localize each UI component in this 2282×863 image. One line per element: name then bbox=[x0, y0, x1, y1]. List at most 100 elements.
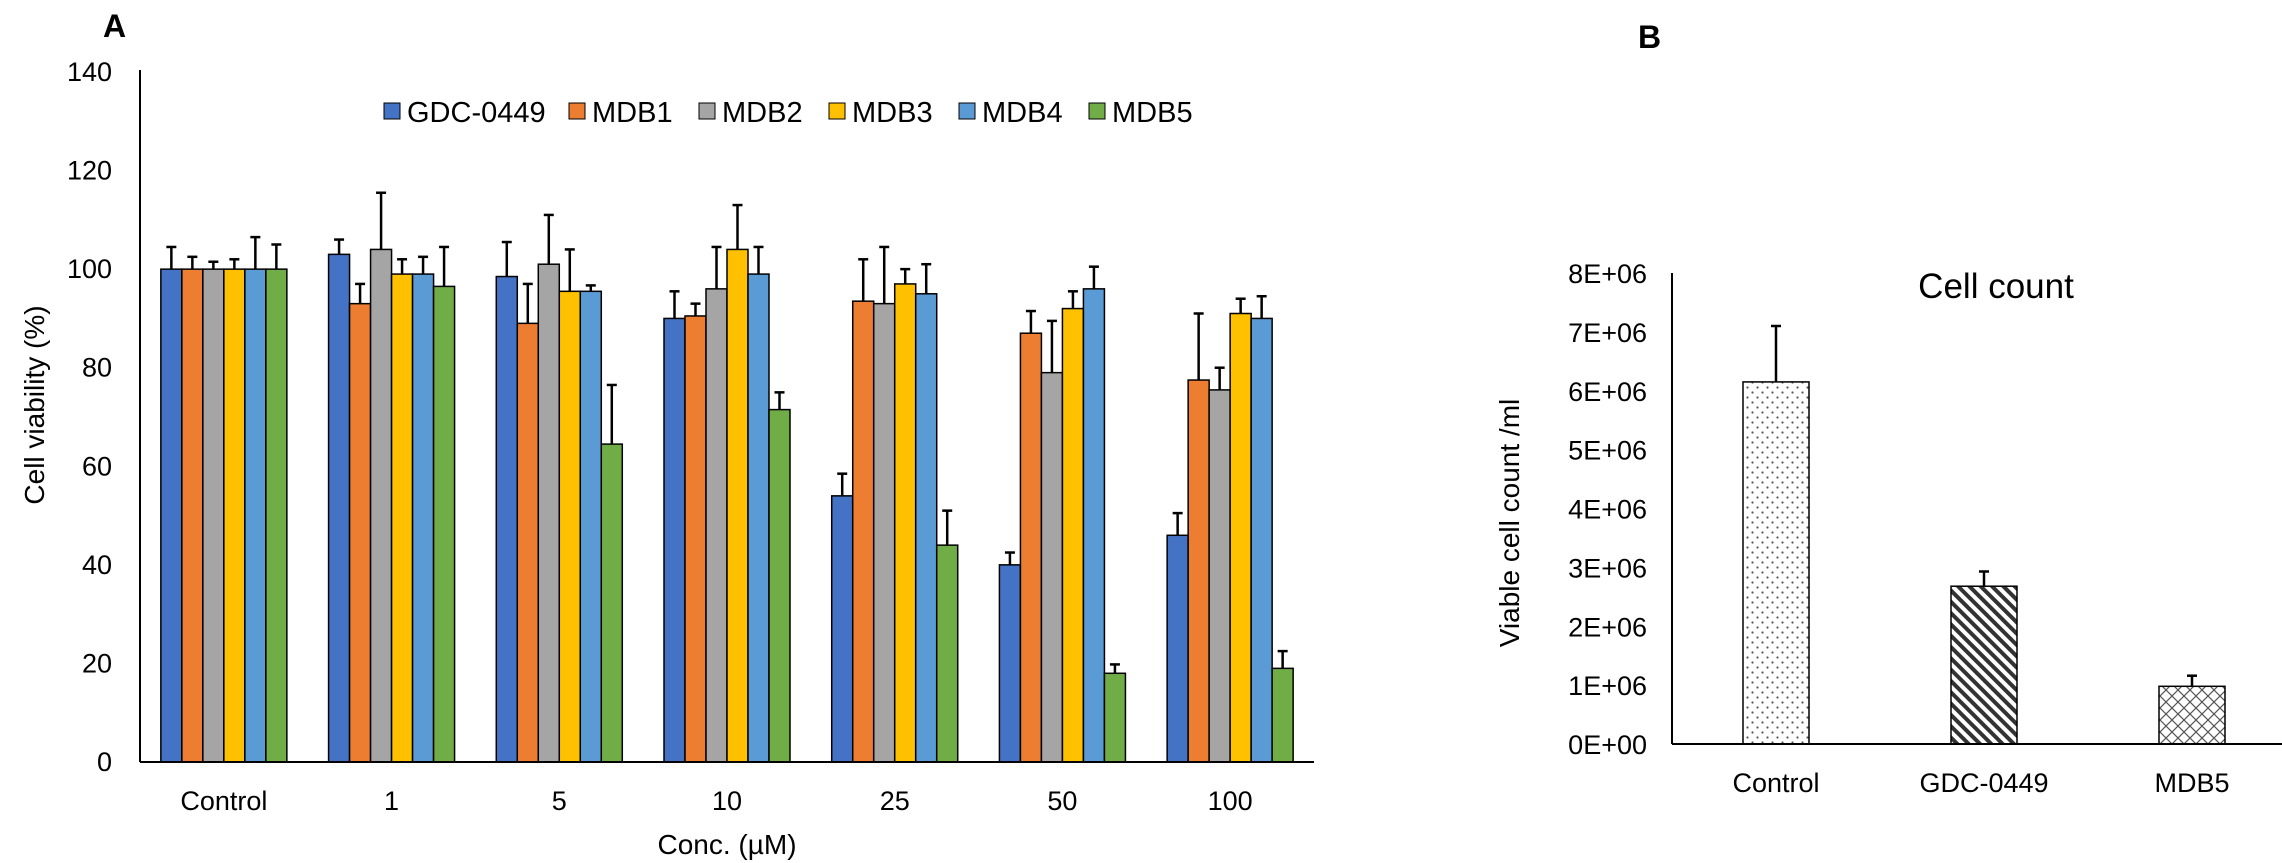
bar bbox=[1082, 288, 1106, 763]
bar bbox=[1742, 381, 1810, 745]
bar bbox=[998, 564, 1022, 763]
error-bar bbox=[229, 258, 240, 270]
bar-series-group bbox=[160, 191, 1294, 763]
y-tick-label: 120 bbox=[67, 156, 112, 186]
error-bar bbox=[1172, 511, 1183, 536]
y-axis-ticks: 0 20 40 60 80 100 120 140 bbox=[67, 57, 112, 777]
panel-a-label: A bbox=[103, 8, 126, 44]
error-bar bbox=[1088, 265, 1099, 289]
bar bbox=[244, 268, 267, 763]
y-axis-ticks: 0E+00 1E+06 2E+06 3E+06 4E+06 5E+06 6E+06 7E+06… bbox=[1568, 259, 1647, 760]
bar-with-error bbox=[2158, 674, 2226, 745]
legend-label: MDB2 bbox=[722, 97, 803, 129]
error-bar bbox=[543, 213, 554, 265]
bar bbox=[537, 263, 561, 763]
error-bar bbox=[1771, 324, 1781, 382]
error-bar bbox=[1256, 295, 1267, 319]
legend-item: MDB4 bbox=[958, 97, 1063, 129]
x-tick-label: 1 bbox=[384, 786, 399, 816]
bar bbox=[516, 322, 540, 763]
x-axis-title: Conc. (µM) bbox=[657, 829, 796, 860]
error-bar bbox=[564, 248, 575, 292]
bar bbox=[663, 317, 686, 763]
x-tick-label: GDC-0449 bbox=[1919, 768, 2048, 798]
error-bar bbox=[271, 243, 282, 270]
legend-label: MDB4 bbox=[982, 97, 1063, 129]
error-bar bbox=[585, 284, 596, 292]
bar bbox=[411, 273, 435, 763]
error-bar bbox=[669, 290, 680, 319]
error-bar bbox=[942, 509, 953, 546]
legend-label: MDB1 bbox=[592, 97, 673, 129]
bar-series bbox=[202, 191, 1231, 763]
bar-group bbox=[1742, 324, 2226, 745]
legend-item: GDC-0449 bbox=[383, 97, 546, 129]
y-tick-label: 0E+00 bbox=[1568, 730, 1647, 760]
y-tick-label: 8E+06 bbox=[1568, 259, 1647, 289]
legend-swatch bbox=[1088, 102, 1106, 120]
bar bbox=[830, 495, 854, 763]
error-bar bbox=[774, 391, 785, 410]
error-bar bbox=[879, 245, 890, 304]
error-bar bbox=[606, 383, 617, 445]
bar bbox=[935, 544, 959, 763]
error-bar bbox=[1067, 290, 1078, 309]
y-tick-label: 7E+06 bbox=[1568, 318, 1647, 348]
error-bar bbox=[753, 245, 764, 275]
y-tick-label: 4E+06 bbox=[1568, 495, 1647, 525]
bar bbox=[579, 290, 603, 763]
bar bbox=[432, 285, 456, 763]
bar bbox=[747, 273, 770, 763]
bar bbox=[726, 248, 749, 763]
error-bar bbox=[1235, 297, 1246, 314]
error-bar bbox=[187, 255, 198, 270]
error-bar bbox=[1193, 312, 1204, 381]
error-bar bbox=[334, 238, 345, 255]
x-tick-label: 5 bbox=[552, 786, 567, 816]
legend-swatch bbox=[383, 102, 401, 120]
legend-label: MDB3 bbox=[852, 97, 933, 129]
bar bbox=[684, 315, 707, 763]
bar bbox=[1208, 389, 1231, 763]
y-tick-label: 6E+06 bbox=[1568, 377, 1647, 407]
bar bbox=[327, 253, 351, 763]
bar bbox=[1103, 672, 1127, 763]
error-bar bbox=[376, 191, 387, 250]
bar bbox=[1250, 317, 1273, 763]
error-bar bbox=[1004, 551, 1015, 565]
bar bbox=[1229, 312, 1252, 763]
error-bar bbox=[1025, 309, 1036, 334]
x-axis-tick-labels: Control GDC-0449 MDB5 bbox=[1732, 768, 2229, 798]
error-bar bbox=[166, 245, 177, 270]
x-tick-label: MDB5 bbox=[2154, 768, 2229, 798]
bar bbox=[495, 275, 519, 763]
y-axis-title: Cell viability (%) bbox=[19, 305, 50, 504]
error-bar bbox=[1109, 663, 1120, 674]
y-axis-title: Viable cell count /ml bbox=[1494, 399, 1525, 648]
error-bar bbox=[397, 258, 408, 275]
y-tick-label: 80 bbox=[82, 353, 112, 383]
bar bbox=[1061, 307, 1085, 763]
bar bbox=[768, 408, 791, 763]
x-tick-label: Control bbox=[1732, 768, 1819, 798]
bar bbox=[558, 290, 582, 763]
y-tick-label: 140 bbox=[67, 57, 112, 87]
error-bar bbox=[1214, 366, 1225, 390]
bar bbox=[348, 302, 372, 763]
error-bar bbox=[1046, 319, 1057, 373]
x-tick-label: 50 bbox=[1047, 786, 1077, 816]
legend-label: MDB5 bbox=[1112, 97, 1193, 129]
y-tick-label: 60 bbox=[82, 451, 112, 481]
bar bbox=[1019, 332, 1043, 763]
error-bar bbox=[501, 240, 512, 277]
error-bar bbox=[690, 302, 701, 316]
legend-item: MDB2 bbox=[698, 97, 803, 129]
y-tick-label: 40 bbox=[82, 550, 112, 580]
bar bbox=[265, 268, 288, 763]
bar bbox=[181, 268, 204, 763]
error-bar bbox=[418, 255, 429, 275]
bar-with-error bbox=[1950, 570, 2018, 745]
bar bbox=[1166, 534, 1189, 763]
bar-with-error bbox=[1742, 324, 1810, 745]
error-bar bbox=[439, 245, 450, 287]
